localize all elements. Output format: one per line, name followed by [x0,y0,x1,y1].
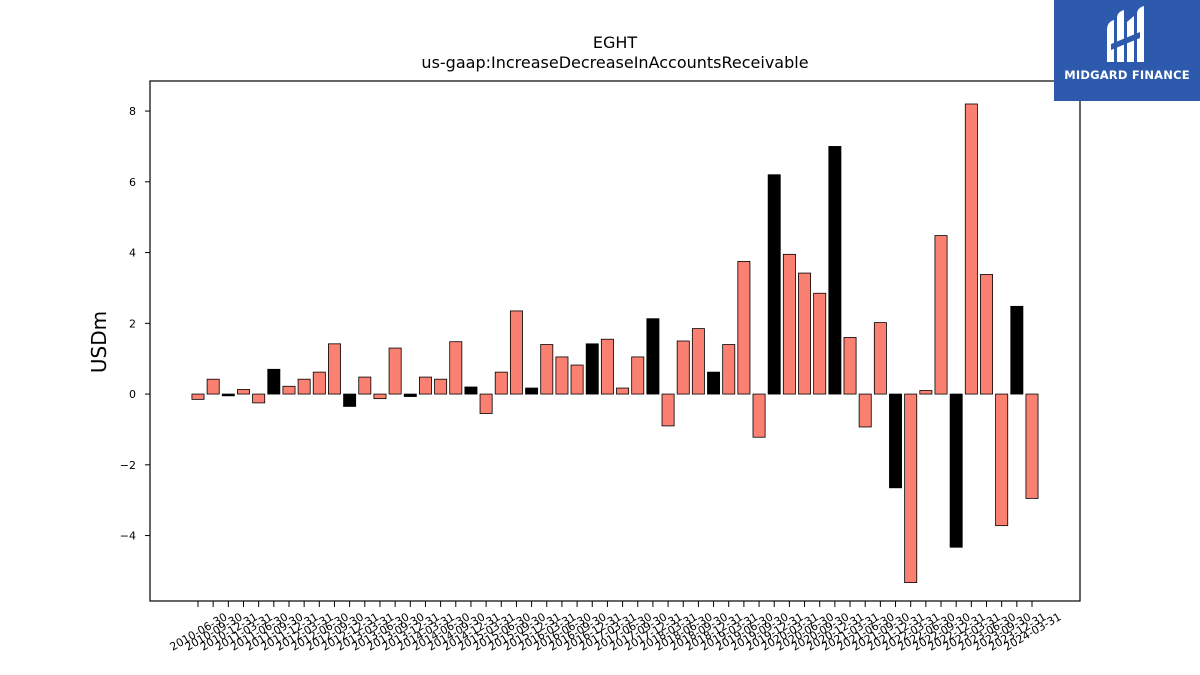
bar-2020-12-31 [828,146,842,395]
y-tick-label: −4 [120,530,136,543]
bar-2014-09-30 [449,341,463,395]
bar-2018-03-31 [661,393,675,427]
chart-title: EGHT [593,33,638,52]
bar-2019-09-30 [752,393,766,438]
bar-2022-03-31 [904,393,918,583]
bar-2021-06-30 [858,393,872,428]
bar-2014-12-31 [464,386,478,395]
bar-2015-06-30 [494,371,508,395]
bar-2022-12-31 [949,393,963,548]
bar-2018-12-31 [707,371,721,395]
bar-2012-12-31 [343,393,357,407]
bar-2018-09-30 [691,328,705,395]
bar-2021-12-31 [889,393,902,489]
bar-2020-06-30 [798,272,812,395]
bar-2020-09-30 [813,292,827,395]
bar-2020-03-31 [782,253,796,395]
bar-2022-09-30 [934,235,948,395]
bar-2015-09-30 [509,310,523,395]
bar-2023-06-30 [980,274,993,395]
brand-logo: MIDGARD FINANCE [1054,0,1200,101]
brand-name: MIDGARD FINANCE [1064,68,1190,82]
y-tick-label: 2 [129,317,136,330]
bar-2016-06-30 [555,356,569,395]
bar-2016-09-30 [570,364,584,395]
bar-2016-12-31 [585,343,599,395]
bar-2011-06-30 [252,393,266,404]
bar-2023-03-31 [964,103,978,395]
bar-2013-09-30 [388,347,402,395]
mh-monogram-icon [1107,6,1144,62]
bar-2017-03-31 [600,338,614,395]
y-tick-label: 4 [129,247,136,260]
bars-group [191,103,1039,583]
y-axis-label: USDm [87,311,111,373]
bar-2012-06-30 [312,371,326,395]
bar-2012-03-31 [297,378,311,395]
bar-2019-06-30 [737,261,751,395]
y-tick-label: 6 [129,176,136,189]
bar-2010-09-30 [206,378,220,395]
bar-2019-12-31 [767,174,781,395]
y-tick-label: −2 [120,459,136,472]
bar-2012-09-30 [328,343,341,395]
bar-2013-06-30 [373,393,387,400]
plot-frame [149,80,1081,602]
bar-2011-03-31 [237,389,250,395]
bar-2013-12-31 [403,393,417,397]
bar-2010-06-30 [191,393,205,400]
y-axis: −4 −2 0 2 4 6 8 [120,105,150,543]
bar-2017-06-30 [616,387,630,395]
bar-2022-06-30 [919,390,933,395]
y-tick-label: 8 [129,105,136,118]
x-axis: 2010-06-302010-09-302010-12-312011-03-31… [168,601,1064,654]
bar-2021-09-30 [873,322,887,395]
bar-2014-06-30 [434,378,448,395]
bar-2018-06-30 [676,340,690,395]
bar-2017-09-30 [631,356,645,395]
bar-2019-03-31 [722,344,736,395]
bar-2011-09-30 [267,368,281,395]
bar-2015-03-31 [479,393,493,414]
chart-subtitle: us-gaap:IncreaseDecreaseInAccountsReceiv… [421,53,808,72]
bar-2016-03-31 [540,344,554,395]
bar-2023-12-31 [1010,305,1024,395]
bar-2010-12-31 [221,393,235,397]
bar-2024-03-31 [1025,393,1039,499]
bar-2011-12-31 [282,385,296,395]
bar-2015-12-31 [525,387,539,395]
bar-2013-03-31 [358,376,372,395]
bar-2021-03-31 [843,337,857,395]
bar-2023-09-30 [995,393,1009,527]
bar-2017-12-31 [646,318,660,395]
bar-2014-03-31 [418,376,432,395]
y-tick-label: 0 [129,388,136,401]
